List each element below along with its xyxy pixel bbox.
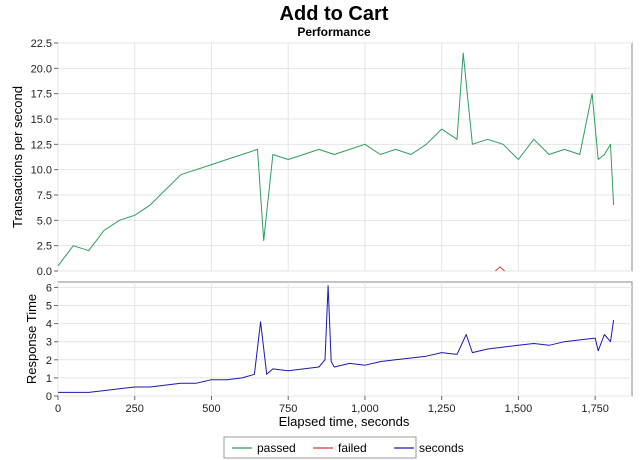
tps-y-tick-label: 0.0	[37, 266, 52, 278]
chart-subtitle: Performance	[297, 25, 371, 39]
tps-plot-area	[57, 42, 633, 272]
response-y-tick-label: 5	[46, 301, 52, 313]
response-plot-area	[57, 281, 633, 397]
response-y-tick-label: 3	[46, 337, 52, 349]
series-line-failed	[495, 266, 505, 272]
response-x-ticks: 0 250 500 750 1,000 1,250 1,500 1,750	[55, 396, 609, 415]
response-y-tick-label: 1	[46, 373, 52, 385]
response-y-tick-label: 6	[46, 282, 52, 294]
tps-y-tick-label: 5.0	[37, 215, 52, 227]
x-axis-label: Elapsed time, seconds	[279, 414, 410, 429]
tps-y-tick-label: 2.5	[37, 241, 52, 253]
tps-y-tick-label: 7.5	[37, 190, 52, 202]
response-series-group	[58, 285, 615, 393]
x-tick-label: 250	[126, 403, 144, 415]
legend-label: failed	[338, 441, 367, 455]
tps-series-group	[57, 52, 615, 272]
x-tick-label: 1,000	[351, 403, 379, 415]
x-tick-label: 1,250	[428, 403, 456, 415]
response-y-axis-label: Response Time	[24, 294, 39, 384]
tps-y-axis-label: Transactions per second	[10, 86, 25, 228]
chart-title: Add to Cart	[280, 3, 389, 25]
tps-y-tick-label: 10.0	[31, 165, 52, 177]
tps-y-ticks: 0.0 2.5 5.0 7.5 10.0 12.5 15.0 17.5 20.0 22.5	[31, 38, 58, 278]
tps-y-tick-label: 12.5	[31, 139, 52, 151]
response-y-tick-label: 0	[46, 391, 52, 403]
x-tick-label: 750	[279, 403, 297, 415]
x-tick-label: 500	[202, 403, 220, 415]
x-tick-label: 1,500	[505, 403, 533, 415]
tps-y-tick-label: 15.0	[31, 114, 52, 126]
tps-y-tick-label: 20.0	[31, 63, 52, 75]
response-y-ticks: 0 1 2 3 4 5 6	[46, 282, 58, 403]
series-line-passed	[57, 52, 615, 267]
tps-grid	[57, 42, 632, 272]
legend-item-failed: failed	[313, 441, 367, 455]
series-line-seconds	[58, 285, 615, 393]
legend-label: seconds	[419, 441, 464, 455]
response-y-tick-label: 4	[46, 319, 52, 331]
response-grid	[57, 282, 632, 397]
x-tick-label: 0	[55, 403, 61, 415]
x-tick-label: 1,750	[581, 403, 609, 415]
legend-item-passed: passed	[232, 441, 296, 455]
legend-label: passed	[257, 441, 296, 455]
legend-item-seconds: seconds	[394, 441, 464, 455]
response-y-tick-label: 2	[46, 355, 52, 367]
tps-y-tick-label: 17.5	[31, 89, 52, 101]
legend: passed failed seconds	[223, 436, 464, 459]
tps-y-tick-label: 22.5	[31, 38, 52, 50]
